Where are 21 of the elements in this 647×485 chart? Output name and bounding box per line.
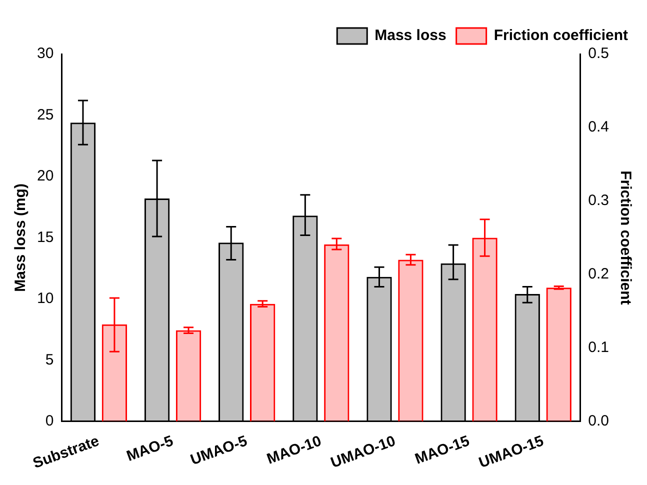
y-tick-label: 30	[36, 45, 54, 62]
y2-tick-label: 0.1	[588, 339, 610, 356]
y2-axis-title: Friction coefficient	[616, 170, 634, 305]
y2-tick-label: 0.3	[588, 192, 610, 210]
legend-label: Mass loss	[374, 27, 446, 44]
y-tick-label: 0	[45, 412, 54, 430]
y2-tick-label: 0.5	[588, 45, 610, 62]
bar	[176, 330, 202, 422]
bar	[546, 288, 572, 422]
y2-tick-label: 0.0	[588, 412, 610, 430]
y-tick-label: 10	[36, 290, 54, 308]
y2-tick-label: 0.2	[588, 266, 610, 283]
bar	[250, 304, 276, 422]
y2-tick-label: 0.4	[588, 118, 610, 136]
y-axis-title: Mass loss (mg)	[12, 184, 30, 292]
y-tick-label: 25	[36, 106, 54, 124]
y-tick-label: 5	[45, 351, 54, 368]
legend-label: Friction coefficient	[494, 27, 628, 44]
x-tick-label: MAO-5	[124, 432, 176, 466]
y-tick-label: 15	[36, 228, 54, 246]
y-tick-label: 20	[36, 168, 54, 185]
